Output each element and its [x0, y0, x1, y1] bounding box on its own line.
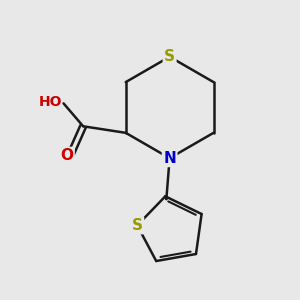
Text: O: O [60, 148, 73, 163]
Text: HO: HO [38, 95, 62, 109]
Text: S: S [132, 218, 143, 233]
Text: S: S [164, 49, 175, 64]
Text: N: N [163, 151, 176, 166]
